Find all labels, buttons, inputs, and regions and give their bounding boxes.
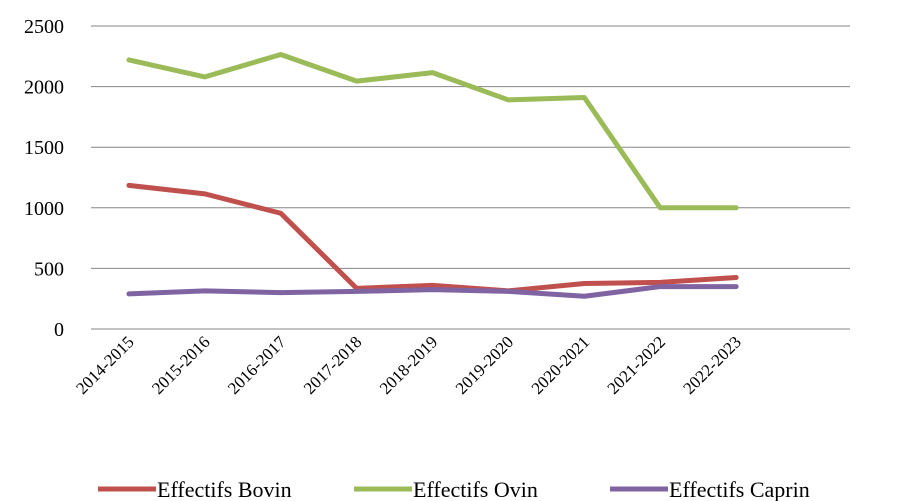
x-tick-label: 2016-2017 xyxy=(224,332,290,398)
x-tick-label: 2019-2020 xyxy=(452,332,518,398)
x-tick-label: 2020-2021 xyxy=(528,332,594,398)
y-tick-label: 2500 xyxy=(24,16,64,38)
y-tick-label: 500 xyxy=(34,258,64,280)
x-tick-label: 2021-2022 xyxy=(604,332,670,398)
legend-item: Effectifs Caprin xyxy=(610,477,810,501)
legend-label: Effectifs Ovin xyxy=(413,477,538,501)
series-effectifs-caprin xyxy=(126,284,739,299)
x-tick-label: 2022-2023 xyxy=(679,332,745,398)
series-line xyxy=(126,51,739,211)
legend-label: Effectifs Bovin xyxy=(157,477,292,501)
legend-item: Effectifs Ovin xyxy=(354,477,538,501)
series-lines xyxy=(126,51,739,299)
y-axis-ticks: 0 500 1000 1500 2000 2500 xyxy=(24,16,64,341)
series-effectifs-ovin xyxy=(126,51,739,211)
x-axis-ticks: 2014-2015 2015-2016 2016-2017 2017-2018 2018… xyxy=(72,332,745,398)
y-tick-label: 0 xyxy=(54,319,64,341)
legend: Effectifs Bovin Effectifs Ovin Effectifs C… xyxy=(98,477,810,501)
x-tick-label: 2014-2015 xyxy=(72,332,138,398)
series-effectifs-bovin xyxy=(126,182,739,294)
x-tick-label: 2018-2019 xyxy=(376,332,442,398)
series-line xyxy=(126,182,739,294)
gridlines xyxy=(91,25,850,330)
y-tick-label: 1500 xyxy=(24,137,64,159)
x-tick-label: 2017-2018 xyxy=(300,332,366,398)
legend-item: Effectifs Bovin xyxy=(98,477,292,501)
y-tick-label: 2000 xyxy=(24,77,64,99)
series-line xyxy=(126,284,739,299)
y-tick-label: 1000 xyxy=(24,198,64,220)
legend-label: Effectifs Caprin xyxy=(669,477,810,501)
x-tick-label: 2015-2016 xyxy=(148,332,214,398)
